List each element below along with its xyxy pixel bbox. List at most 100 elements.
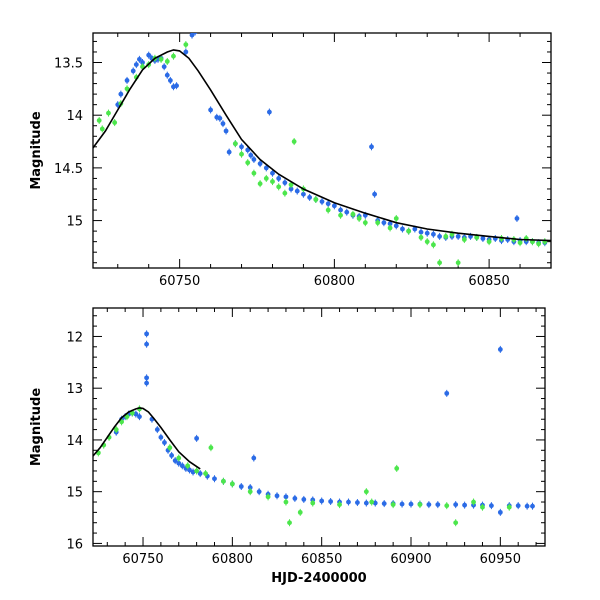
x-tick-label: 60900: [390, 552, 431, 567]
green-data-point: [369, 499, 375, 505]
green-data-point: [283, 499, 289, 505]
green-data-point: [229, 481, 235, 487]
blue-data-point: [223, 128, 229, 134]
blue-data-point: [245, 147, 251, 153]
blue-data-point: [146, 52, 152, 58]
green-data-point: [461, 237, 467, 242]
green-data-point: [431, 242, 436, 248]
blue-data-point: [530, 503, 535, 509]
green-data-point: [363, 489, 369, 495]
blue-data-point: [301, 191, 306, 197]
blue-data-point: [208, 107, 213, 113]
plot-area: [93, 330, 535, 527]
y-axis-label: Magnitude: [29, 111, 44, 190]
green-data-point: [437, 260, 442, 266]
green-data-point: [99, 126, 105, 132]
y-tick-label: 15: [66, 215, 83, 230]
blue-data-point: [381, 501, 387, 506]
blue-data-point: [263, 165, 269, 171]
blue-data-point: [497, 509, 503, 515]
blue-data-point: [238, 484, 244, 489]
green-data-point: [221, 478, 226, 484]
blue-data-point: [187, 467, 192, 473]
blue-data-point: [455, 233, 461, 239]
green-data-point: [96, 118, 102, 123]
plot-frame: [92, 307, 546, 547]
green-data-point: [390, 502, 396, 508]
blue-data-point: [270, 170, 275, 176]
blue-data-point: [169, 453, 175, 458]
green-data-point: [506, 504, 512, 510]
blue-data-point: [331, 203, 337, 209]
blue-data-point: [319, 498, 325, 504]
blue-data-point: [480, 236, 486, 241]
green-data-point: [245, 160, 251, 166]
green-data-point: [112, 120, 118, 125]
blue-data-point: [328, 499, 334, 504]
green-data-point: [124, 86, 130, 92]
blue-data-point: [408, 501, 414, 507]
green-data-point: [453, 520, 459, 526]
green-data-point: [208, 445, 214, 451]
blue-data-point: [256, 489, 262, 495]
blue-data-point: [369, 144, 374, 150]
green-data-point: [124, 414, 130, 420]
blue-data-point: [161, 64, 167, 70]
green-data-point: [282, 190, 288, 196]
green-data-point: [185, 463, 191, 469]
blue-data-point: [431, 231, 436, 237]
y-tick-label: 14: [66, 434, 83, 449]
green-data-point: [356, 216, 362, 221]
blue-data-point: [515, 503, 521, 509]
blue-data-point: [301, 497, 307, 502]
y-tick-label: 16: [66, 537, 83, 552]
blue-data-point: [226, 149, 232, 155]
blue-data-point: [400, 226, 405, 232]
blue-data-point: [194, 435, 200, 441]
blue-data-point: [251, 157, 257, 162]
bottom-panel: 60750 60800 60850 60900 60950 12 13 14 15 16 Magni…: [29, 307, 546, 586]
blue-data-point: [183, 49, 189, 55]
blue-data-point: [179, 463, 185, 469]
blue-data-point: [220, 121, 226, 127]
green-data-point: [375, 220, 381, 226]
blue-data-point: [248, 152, 254, 158]
blue-data-point: [257, 161, 263, 167]
y-tick-label: 13: [66, 382, 83, 397]
blue-data-point: [176, 460, 182, 466]
plot-frame: [92, 32, 552, 269]
blue-data-point: [437, 233, 442, 239]
blue-data-point: [118, 91, 124, 97]
blue-data-point: [435, 502, 441, 508]
blue-data-point: [189, 33, 195, 38]
green-data-point: [444, 503, 450, 509]
blue-data-point: [418, 229, 424, 235]
blue-data-point: [144, 380, 149, 386]
blue-data-point: [453, 502, 459, 508]
y-tick-label: 14: [66, 109, 83, 124]
x-tick-label: 60950: [480, 552, 521, 567]
green-data-point: [387, 225, 393, 231]
blue-data-point: [462, 502, 468, 508]
blue-data-point: [144, 331, 149, 337]
green-data-point: [406, 228, 412, 234]
green-data-point: [474, 235, 480, 240]
blue-data-point: [282, 180, 288, 186]
blue-data-point: [212, 476, 217, 482]
blue-data-point: [167, 78, 173, 83]
blue-data-point: [130, 68, 136, 74]
blue-data-point: [140, 60, 145, 65]
blue-data-point: [346, 499, 351, 505]
model-curve: [93, 407, 201, 470]
blue-data-point: [174, 83, 179, 89]
green-data-point: [265, 494, 271, 500]
blue-data-point: [387, 221, 393, 227]
blue-data-point: [274, 493, 280, 499]
blue-data-point: [424, 230, 430, 236]
green-data-point: [164, 59, 170, 64]
blue-data-point: [393, 223, 399, 229]
x-tick-label: 60850: [468, 274, 509, 289]
green-data-point: [297, 509, 303, 515]
blue-data-point: [283, 494, 289, 500]
